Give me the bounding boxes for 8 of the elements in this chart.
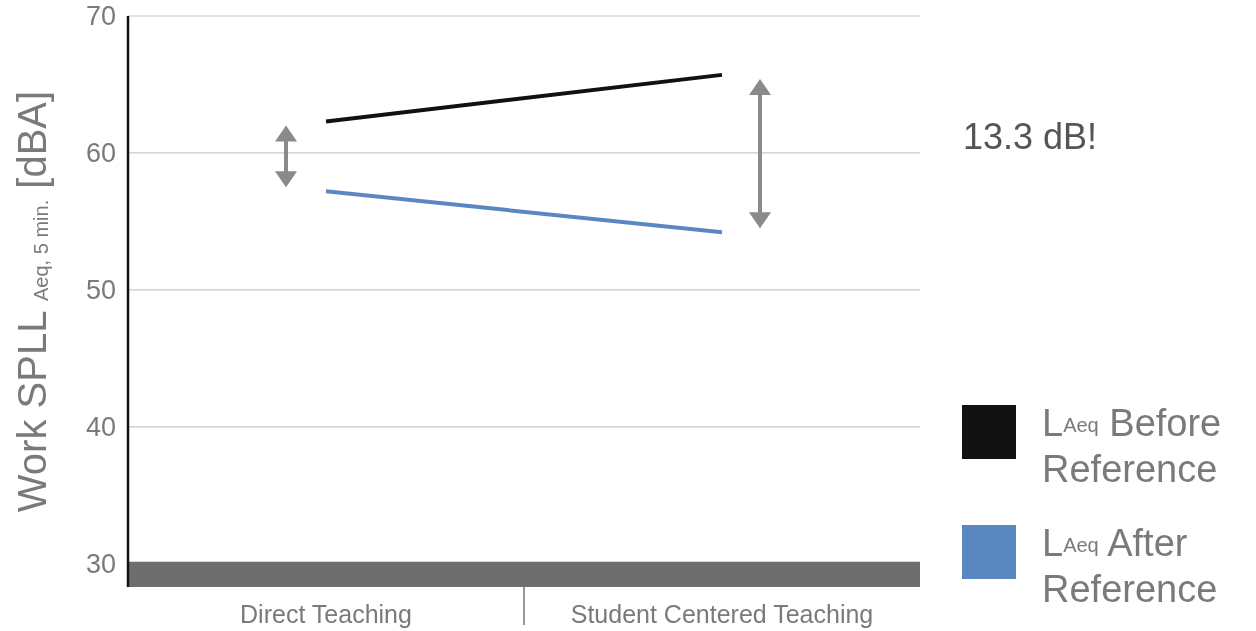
text: 13.3 dB!: [963, 115, 1098, 157]
x-tick-label: Student Centered Teaching: [570, 600, 874, 628]
y-tick-label: 30: [85, 548, 116, 579]
y-tick-label: 70: [85, 1, 116, 31]
y-tick-label: 50: [85, 274, 116, 305]
y-tick-label: 60: [85, 137, 116, 168]
y-tick-label: 40: [85, 411, 116, 442]
x-tick-label: Direct Teaching: [240, 600, 412, 628]
